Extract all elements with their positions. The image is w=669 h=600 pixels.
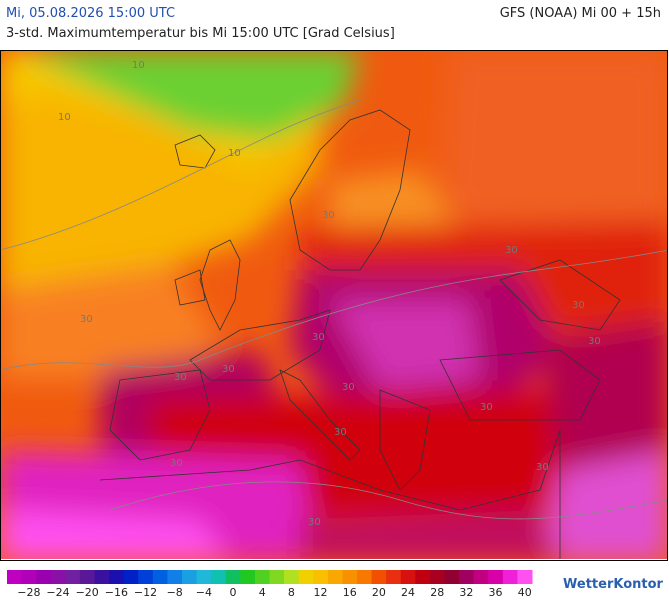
color-cell [50,570,66,584]
contour-label: 30 [536,462,549,473]
color-label: 0 [230,586,237,599]
color-label: 32 [459,586,473,599]
contour-label: 30 [174,372,187,383]
color-label: −16 [105,586,128,599]
color-cell [196,570,212,584]
color-cell [386,570,402,584]
color-cell [517,570,533,584]
logo: WetterKontor [563,577,664,592]
color-cell [459,570,475,584]
color-cell [152,570,168,584]
color-label: −12 [134,586,157,599]
temperature-map: 10 10 10 30 30 30 30 30 30 30 30 30 30 3… [0,50,668,561]
color-label: −28 [17,586,40,599]
color-cell [473,570,489,584]
color-label: −4 [196,586,212,599]
color-cell [123,570,139,584]
color-cell [254,570,270,584]
map-subtitle: 3-std. Maximumtemperatur bis Mi 15:00 UT… [6,26,395,41]
contour-label: 30 [588,336,601,347]
forecast-time: Mi, 05.08.2026 15:00 UTC [6,6,176,21]
color-cell [94,570,110,584]
color-label: 40 [518,586,532,599]
contour-label: 10 [228,148,241,159]
color-cell [415,570,431,584]
contour-label: 30 [170,458,183,469]
contour-label: 30 [312,332,325,343]
color-label: −24 [46,586,69,599]
contour-label: 10 [58,112,71,123]
model-run: GFS (NOAA) Mi 00 + 15h [499,6,661,21]
contour-label: 30 [80,314,93,325]
color-cell [327,570,343,584]
color-cell [21,570,37,584]
contour-label: 30 [480,402,493,413]
color-cell [7,570,23,584]
contour-label: 30 [505,245,518,256]
color-cell [240,570,256,584]
color-cell [79,570,95,584]
color-cell [429,570,445,584]
color-label: 28 [430,586,444,599]
temperature-field: 10 10 10 30 30 30 30 30 30 30 30 30 30 3… [1,51,667,559]
color-cell [342,570,358,584]
contour-labels: 10 10 10 30 30 30 30 30 30 30 30 30 30 3… [58,60,601,528]
map-frame [0,50,668,561]
color-cell [313,570,329,584]
coastlines [99,109,621,559]
color-cell [65,570,81,584]
color-cell [109,570,125,584]
color-cell [211,570,227,584]
contour-label: 30 [342,382,355,393]
color-legend: WetterKontor −28 −24 −20 −16 −12 −8 −4 0 4 8 12 16 2… [7,570,664,599]
color-cell [357,570,373,584]
color-label: 16 [343,586,357,599]
color-label: 36 [489,586,503,599]
color-label: 12 [314,586,328,599]
color-cell [269,570,285,584]
color-label: −20 [76,586,99,599]
color-cell [138,570,154,584]
contour-label: 30 [572,300,585,311]
color-cell [371,570,387,584]
color-cell [182,570,198,584]
contour-label: 10 [132,60,145,71]
color-label: 20 [372,586,386,599]
contour-label: 30 [308,517,321,528]
contour-label: 30 [222,364,235,375]
color-cell [36,570,52,584]
contour-label: 30 [334,427,347,438]
contour-label: 30 [322,210,335,221]
color-label: −8 [167,586,183,599]
color-cell [400,570,416,584]
color-cell [502,570,518,584]
color-cell [284,570,300,584]
color-cell [444,570,460,584]
color-label: 8 [288,586,295,599]
isotherms [1,99,667,520]
color-cell [298,570,314,584]
color-cell [225,570,241,584]
color-label: 24 [401,586,415,599]
color-label: 4 [259,586,266,599]
color-cell [167,570,183,584]
color-cell [488,570,504,584]
